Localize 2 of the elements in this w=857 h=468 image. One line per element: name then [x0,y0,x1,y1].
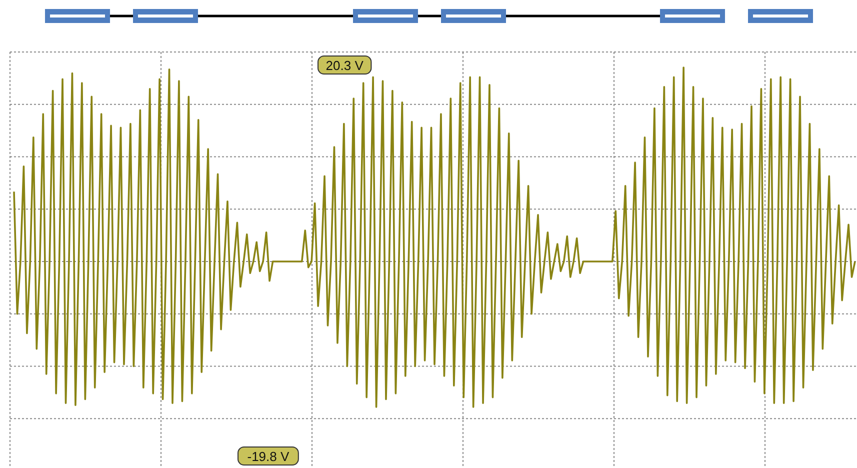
annotation: 20.3 V [326,58,364,73]
text: -19.8 V [247,449,290,464]
